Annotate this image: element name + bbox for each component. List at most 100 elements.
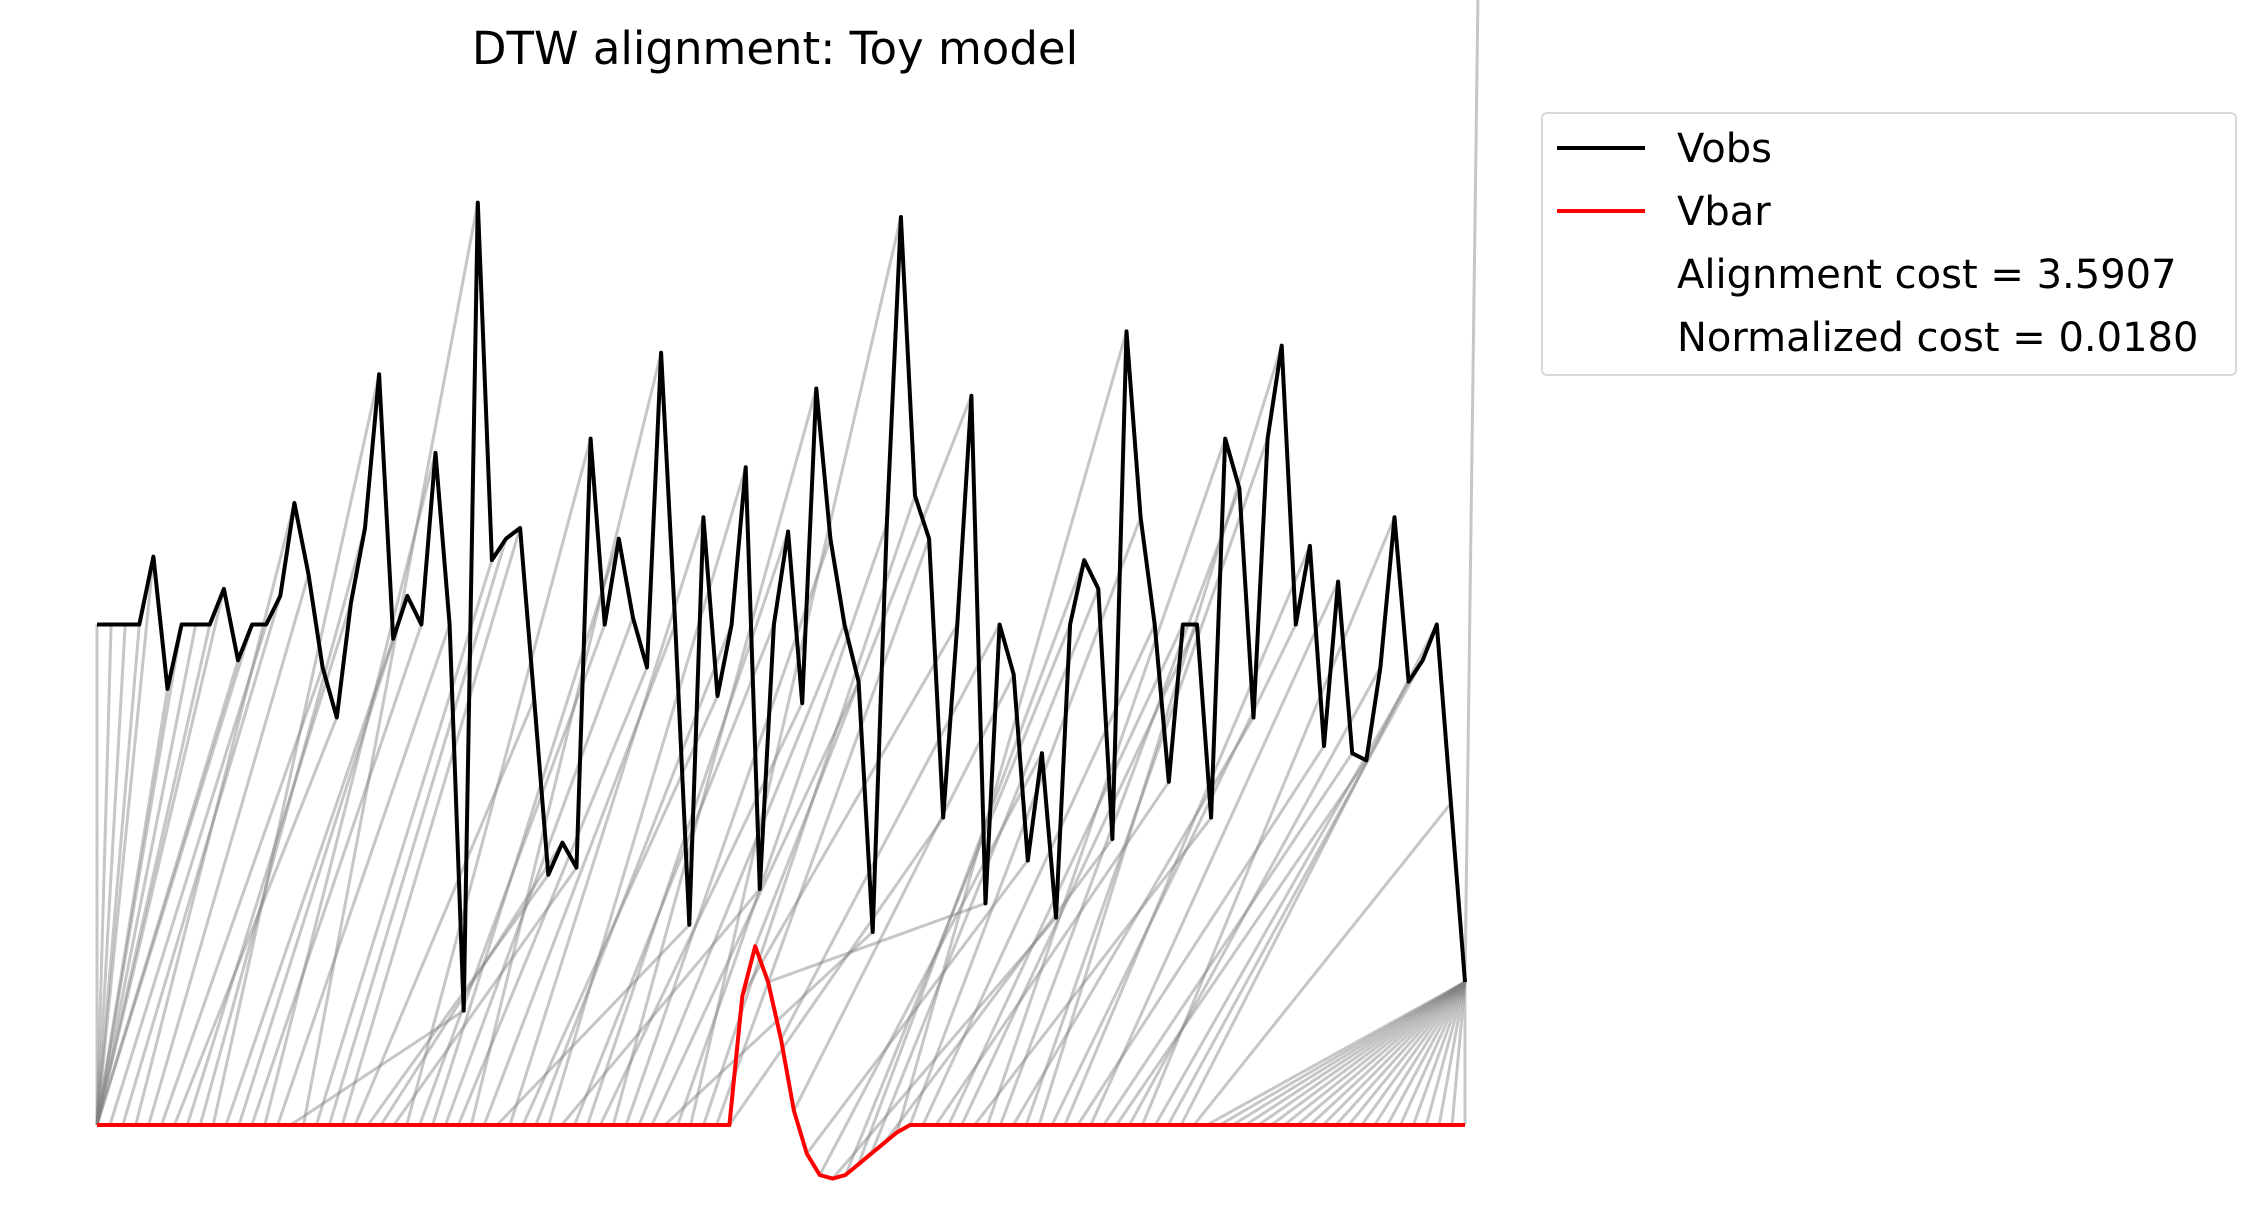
alignment-line [728, 816, 945, 1126]
vobs-series-line [97, 200, 1467, 1013]
alignment-line [895, 330, 1128, 1133]
legend-label-vbar: Vbar [1677, 189, 1771, 235]
alignment-line [973, 816, 1213, 1126]
alignment-line [1347, 981, 1467, 1126]
alignment-line [108, 624, 268, 1126]
alignment-line [947, 623, 1185, 1126]
alignment-line [1360, 981, 1467, 1126]
legend-item-vbar: Vbar [1543, 187, 2235, 237]
legend: Vobs Vbar Alignment cost = 3.5907 Normal… [1541, 112, 2237, 376]
alignment-line [1115, 759, 1368, 1126]
alignment-line [779, 623, 1001, 1040]
alignment-line [1244, 980, 1466, 1127]
alignment-line [1128, 666, 1382, 1126]
alignment-line [1257, 980, 1466, 1127]
alignment-line [1411, 981, 1467, 1126]
legend-item-alignment-cost: Alignment cost = 3.5907 [1543, 250, 2235, 300]
alignment-line [1166, 659, 1425, 1126]
alignment-line [121, 595, 282, 1126]
alignment-line [1399, 981, 1467, 1126]
alignment-line [1321, 980, 1467, 1127]
alignment-line [418, 623, 607, 1126]
alignment-line [314, 559, 494, 1126]
alignment-line [173, 716, 339, 1126]
chart-title: DTW alignment: Toy model [471, 22, 1079, 75]
alignment-line [1219, 980, 1466, 1127]
alignment-line [508, 516, 705, 1126]
alignment-line [198, 527, 367, 1126]
alignment-line [95, 624, 141, 1126]
alignment-line [792, 673, 1016, 1112]
legend-swatch-vobs [1557, 146, 1645, 150]
alignment-line [1437, 981, 1467, 1126]
alignment-line [1231, 980, 1466, 1127]
alignment-line [224, 638, 395, 1126]
alignment-line [1179, 623, 1439, 1126]
alignment-line [1192, 802, 1453, 1126]
alignment-line [1283, 980, 1466, 1127]
alignment-line [818, 752, 1044, 1176]
alignment-line [547, 466, 748, 1126]
legend-label-vobs: Vobs [1677, 126, 1772, 172]
legend-item-vobs: Vobs [1543, 124, 2235, 174]
alignment-line [663, 930, 874, 1127]
alignment-line [95, 624, 184, 1126]
alignment-line [289, 1009, 465, 1127]
alignment-line [327, 538, 508, 1126]
alignment-line [469, 352, 663, 1126]
alignment-line [134, 502, 296, 1126]
alignment-line [495, 923, 691, 1127]
alignment-line [573, 623, 776, 1126]
alignment-line [934, 780, 1171, 1126]
alignment-line [883, 838, 1114, 1144]
alignment-line [1463, 0, 1480, 983]
alignment-line [521, 695, 719, 1126]
alignment-lines [95, 0, 1480, 1180]
alignment-line [366, 873, 550, 1126]
alignment-line [95, 624, 254, 1126]
alignment-line [534, 623, 734, 1126]
alignment-line [302, 202, 480, 1126]
alignment-line [767, 901, 987, 984]
alignment-line [1424, 981, 1467, 1126]
alignment-line [676, 523, 889, 1126]
alignment-line [1140, 516, 1396, 1126]
alignment-line [689, 216, 903, 1126]
alignment-line [379, 841, 564, 1126]
alignment-line [405, 438, 593, 1126]
alignment-line [95, 556, 155, 1126]
legend-alignment-cost: Alignment cost = 3.5907 [1677, 252, 2177, 298]
alignment-line [237, 595, 409, 1126]
alignment-line [611, 388, 818, 1126]
alignment-line [95, 588, 226, 1126]
alignment-line [1450, 981, 1467, 1126]
alignment-line [211, 373, 381, 1126]
alignment-line [276, 624, 451, 1126]
alignment-line [250, 624, 423, 1126]
alignment-line [95, 624, 212, 1126]
alignment-line [831, 916, 1058, 1180]
alignment-line [95, 624, 113, 1126]
alignment-line [95, 688, 169, 1126]
alignment-line [637, 623, 846, 1126]
alignment-line [1076, 745, 1326, 1126]
alignment-line [753, 395, 973, 947]
alignment-line [147, 574, 310, 1126]
alignment-line [1037, 345, 1284, 1126]
alignment-line [715, 538, 931, 1126]
alignment-line [1102, 752, 1354, 1126]
alignment-line [1063, 545, 1312, 1126]
alignment-line [857, 559, 1086, 1165]
alignment-line [160, 666, 325, 1126]
alignment-line [986, 438, 1227, 1126]
alignment-line [185, 602, 353, 1126]
alignment-line [1296, 980, 1466, 1127]
alignment-line [392, 866, 578, 1126]
legend-swatch-vbar [1557, 209, 1645, 213]
alignment-line [1089, 580, 1340, 1126]
alignment-line [95, 659, 240, 1126]
alignment-line [1270, 980, 1466, 1127]
alignment-line [560, 888, 761, 1126]
alignment-line [1373, 981, 1467, 1126]
alignment-line [844, 623, 1072, 1176]
